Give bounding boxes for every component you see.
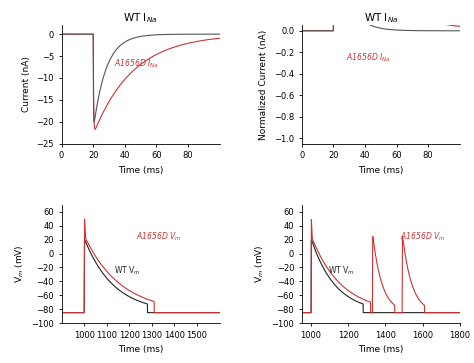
Text: WT V$_m$: WT V$_m$ bbox=[114, 264, 140, 277]
Y-axis label: Normalized Current (nA): Normalized Current (nA) bbox=[259, 29, 268, 140]
Text: WT V$_m$: WT V$_m$ bbox=[328, 264, 355, 277]
Y-axis label: V$_m$ (mV): V$_m$ (mV) bbox=[253, 245, 266, 284]
Title: WT I$_{Na}$: WT I$_{Na}$ bbox=[123, 12, 158, 25]
X-axis label: Time (ms): Time (ms) bbox=[118, 345, 164, 354]
Text: A1656D V$_m$: A1656D V$_m$ bbox=[401, 231, 446, 243]
Text: A1656D I$_{Na}$: A1656D I$_{Na}$ bbox=[346, 52, 391, 64]
X-axis label: Time (ms): Time (ms) bbox=[358, 345, 403, 354]
Text: A1656D V$_m$: A1656D V$_m$ bbox=[136, 231, 182, 243]
Y-axis label: V$_m$ (mV): V$_m$ (mV) bbox=[13, 245, 26, 284]
Y-axis label: Current (nA): Current (nA) bbox=[22, 57, 31, 113]
Title: WT I$_{Na}$: WT I$_{Na}$ bbox=[364, 12, 398, 25]
X-axis label: Time (ms): Time (ms) bbox=[118, 166, 164, 175]
Text: A1656D I$_{Na}$: A1656D I$_{Na}$ bbox=[114, 58, 158, 70]
X-axis label: Time (ms): Time (ms) bbox=[358, 166, 403, 175]
